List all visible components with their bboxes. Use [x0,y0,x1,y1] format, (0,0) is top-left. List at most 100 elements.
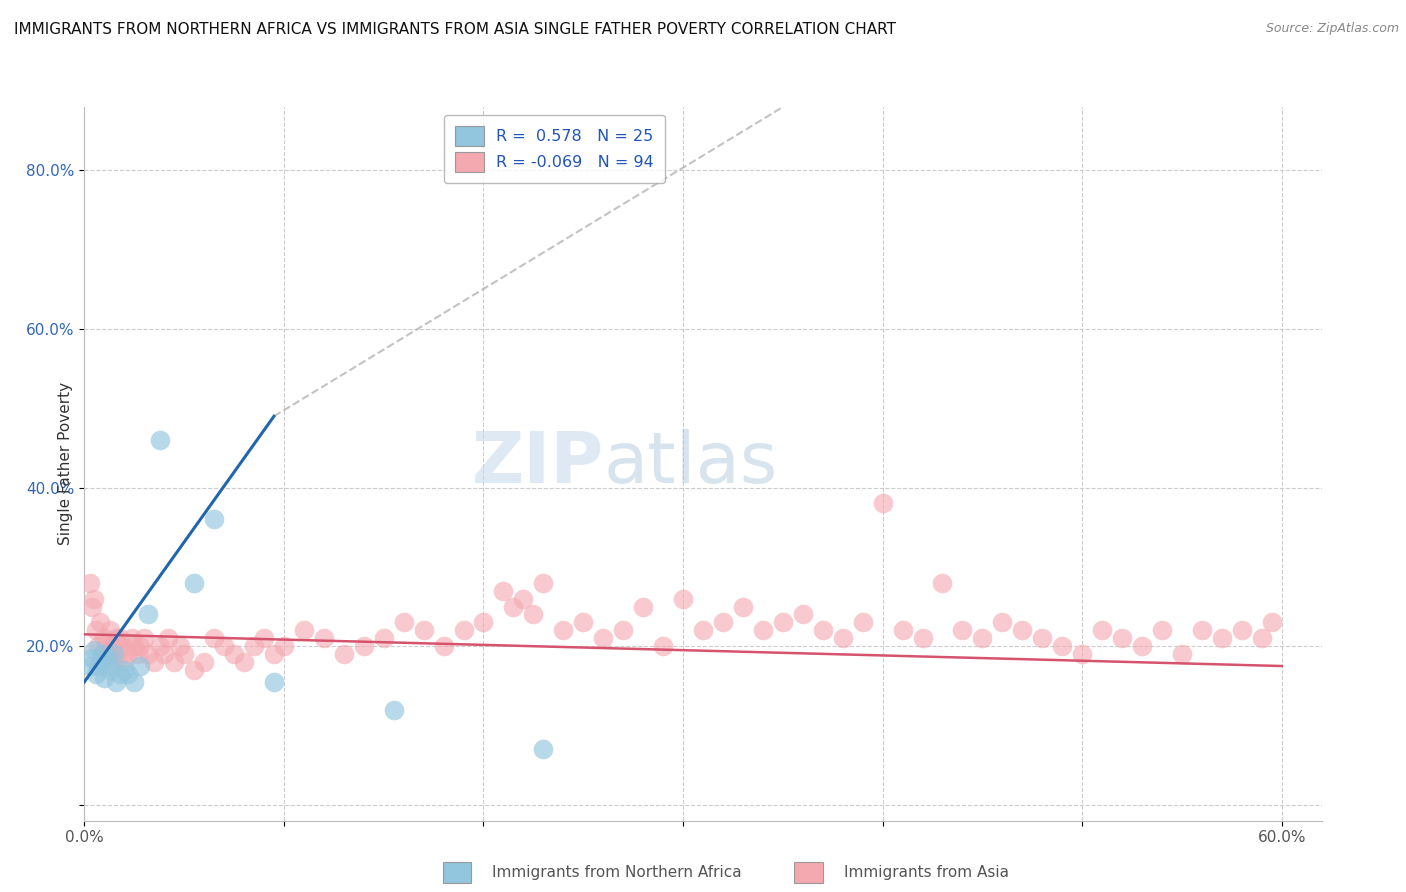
Point [263,674,285,689]
Point [89,615,111,630]
Point [472,615,495,630]
Point [157,632,180,646]
Point [492,583,515,598]
Point [453,624,475,638]
Point [202,632,225,646]
Point [86,667,108,681]
Point [553,624,575,638]
Point [373,632,395,646]
Point [149,639,172,653]
Point [991,615,1014,630]
Point [1261,615,1284,630]
Point [153,647,176,661]
Point [143,655,166,669]
Point [911,632,934,646]
Point [672,591,695,606]
Point [202,512,225,526]
Point [652,639,675,653]
Point [572,615,595,630]
Point [931,575,953,590]
Point [149,433,172,447]
Point [952,624,974,638]
Point [107,647,129,661]
Point [103,655,125,669]
Point [110,667,132,681]
Legend: R =  0.578   N = 25, R = -0.069   N = 94: R = 0.578 N = 25, R = -0.069 N = 94 [444,115,665,183]
Point [103,647,125,661]
Point [87,639,110,653]
Point [772,615,794,630]
Point [273,639,295,653]
Point [82,599,104,614]
Point [891,624,914,638]
Point [1191,624,1213,638]
Point [333,647,356,661]
Point [1150,624,1173,638]
Point [752,624,775,638]
Point [136,647,159,661]
Point [382,703,405,717]
Point [233,655,256,669]
Point [110,632,132,646]
Point [1111,632,1133,646]
Point [872,496,894,510]
Point [711,615,734,630]
Point [127,647,149,661]
Point [1130,639,1153,653]
Point [1230,624,1253,638]
Point [83,643,105,657]
Point [105,632,128,646]
Point [122,674,145,689]
Point [97,647,120,661]
Point [112,655,135,669]
Text: IMMIGRANTS FROM NORTHERN AFRICA VS IMMIGRANTS FROM ASIA SINGLE FATHER POVERTY CO: IMMIGRANTS FROM NORTHERN AFRICA VS IMMIG… [14,22,896,37]
Point [183,575,205,590]
Point [243,639,266,653]
Point [852,615,875,630]
Point [253,632,276,646]
Point [169,639,191,653]
Point [86,624,108,638]
Point [1071,647,1094,661]
Point [353,639,375,653]
Point [91,647,114,661]
Y-axis label: Single Father Poverty: Single Father Poverty [58,383,73,545]
Text: Immigrants from Asia: Immigrants from Asia [844,865,1008,880]
Point [1031,632,1053,646]
Point [98,624,121,638]
Point [263,647,285,661]
Point [173,647,195,661]
Text: atlas: atlas [605,429,779,499]
Point [292,624,315,638]
Point [612,624,634,638]
Point [121,632,143,646]
Point [98,663,121,677]
Point [89,655,111,669]
Point [631,599,654,614]
Text: ZIP: ZIP [472,429,605,499]
Point [1171,647,1194,661]
Point [105,674,128,689]
Point [193,655,215,669]
Point [129,659,152,673]
Point [512,591,534,606]
Point [522,607,544,622]
Point [82,651,104,665]
Point [79,659,101,673]
Point [117,667,139,681]
Point [312,632,335,646]
Point [101,639,124,653]
Point [134,632,156,646]
Point [1250,632,1272,646]
Point [96,639,118,653]
Point [831,632,853,646]
Point [117,647,139,661]
Point [412,624,434,638]
Point [531,575,554,590]
Point [792,607,814,622]
Text: Source: ZipAtlas.com: Source: ZipAtlas.com [1265,22,1399,36]
Point [212,639,235,653]
Point [692,624,714,638]
Point [592,632,614,646]
Point [93,671,115,685]
